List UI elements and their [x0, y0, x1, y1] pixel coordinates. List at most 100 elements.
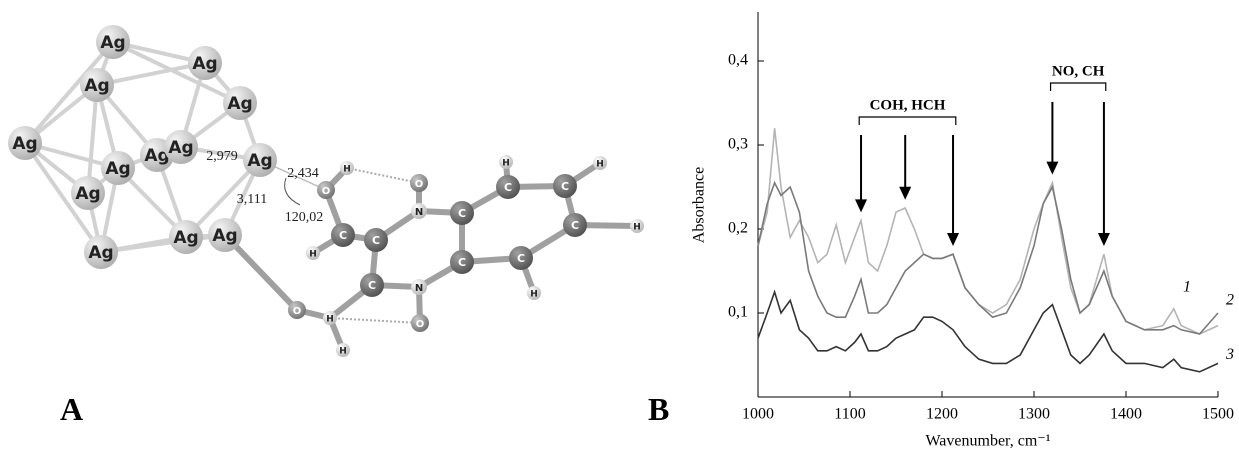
atom-label: C [504, 181, 512, 194]
atom [208, 218, 242, 252]
atom-label: O [322, 186, 331, 197]
atom-label: C [458, 207, 466, 220]
atom [317, 181, 335, 199]
atom [340, 161, 354, 175]
atom-label: Ag [144, 146, 169, 166]
series-label: 3 [1225, 346, 1234, 363]
y-tick-label: 0,4 [728, 52, 748, 69]
bond [23, 40, 115, 145]
spectrum-chart: 0,1 0,2 0,3 0,4 1000 1100 1200 1300 1400 1500 Wave… [691, 12, 1234, 450]
bond [100, 233, 226, 254]
atom-label: H [309, 250, 317, 260]
panel-label: A [60, 391, 83, 427]
arrow-head [899, 186, 912, 200]
atom-label: Ag [88, 243, 113, 263]
atom [323, 311, 337, 325]
bond [222, 232, 300, 313]
atom-label: Ag [212, 226, 237, 246]
atom [410, 174, 428, 192]
distance-label: 2,434 [287, 166, 319, 181]
atom-label: Ag [75, 184, 100, 204]
bond [96, 61, 206, 87]
hydrogen-bond [346, 167, 420, 184]
atom-label: Ag [192, 54, 217, 74]
atom-label: Ag [100, 33, 125, 53]
atom-label: Ag [105, 159, 130, 179]
y-tick-label: 0,1 [728, 304, 748, 321]
atom-label: H [502, 159, 510, 169]
atom-label: Ag [173, 228, 198, 248]
atom-label: H [596, 160, 604, 170]
atom-label: N [415, 283, 423, 294]
atom-label: O [416, 319, 425, 330]
distance-label: 3,111 [237, 192, 267, 207]
distance-label: 2,979 [206, 149, 238, 164]
atom [411, 314, 429, 332]
atom [411, 279, 427, 295]
atom [563, 213, 587, 237]
angle-arc [284, 177, 301, 206]
atom-label: C [372, 234, 380, 247]
atom [331, 223, 355, 247]
y-tick-label: 0,3 [728, 136, 748, 153]
atom-label: Ag [12, 134, 37, 154]
atom-label: H [633, 223, 641, 233]
distance-label: 120,02 [285, 210, 324, 225]
atom [509, 246, 533, 270]
atom-label: H [339, 347, 347, 357]
atom [96, 25, 130, 59]
bracket [1049, 82, 1107, 91]
atom [8, 126, 42, 160]
y-tick-label: 0,2 [728, 220, 748, 237]
atom-label: C [458, 256, 466, 269]
atom-label: N [415, 207, 423, 218]
x-tick-label: 1000 [742, 406, 774, 423]
bond [86, 84, 99, 194]
arrow-head [1046, 161, 1059, 175]
atom [450, 250, 474, 274]
atom [84, 235, 118, 269]
x-tick-label: 1500 [1202, 406, 1234, 423]
arrow-head [855, 199, 868, 213]
atom-label: Ag [168, 138, 193, 158]
atom [527, 286, 541, 300]
atom [630, 219, 644, 233]
atom [496, 175, 520, 199]
arrow-head [947, 233, 960, 246]
hydrogen-bond [329, 317, 421, 324]
atom [364, 228, 388, 252]
atom-label: O [415, 179, 424, 190]
atom [288, 301, 306, 319]
atom [306, 246, 320, 260]
atom [164, 130, 198, 164]
atom [593, 156, 607, 170]
atom [243, 143, 277, 177]
series-label: 2 [1226, 292, 1234, 309]
atom-label: C [561, 180, 569, 193]
atom [411, 203, 427, 219]
bond [23, 141, 103, 254]
atom-label: C [339, 229, 347, 242]
bracket [858, 116, 957, 125]
atom-label: C [571, 219, 579, 232]
atom [336, 343, 350, 357]
atom-label: H [343, 165, 351, 175]
atom-label: Ag [247, 151, 272, 171]
spectrum-line [757, 128, 1219, 335]
arrow-head [1097, 233, 1110, 246]
atom [71, 176, 105, 210]
x-tick-label: 1200 [926, 406, 958, 423]
atom-label: H [530, 290, 538, 300]
x-axis-label: Wavenumber, cm⁻¹ [925, 433, 1050, 450]
panel-label: B [648, 391, 669, 427]
atom [223, 86, 257, 120]
atom-label: C [517, 252, 525, 265]
spectrum-line [757, 289, 1219, 373]
atom [499, 155, 513, 169]
bracket-label: NO, CH [1052, 63, 1105, 79]
bond [184, 158, 262, 239]
x-tick-label: 1300 [1018, 406, 1050, 423]
atom-label: H [326, 315, 334, 325]
